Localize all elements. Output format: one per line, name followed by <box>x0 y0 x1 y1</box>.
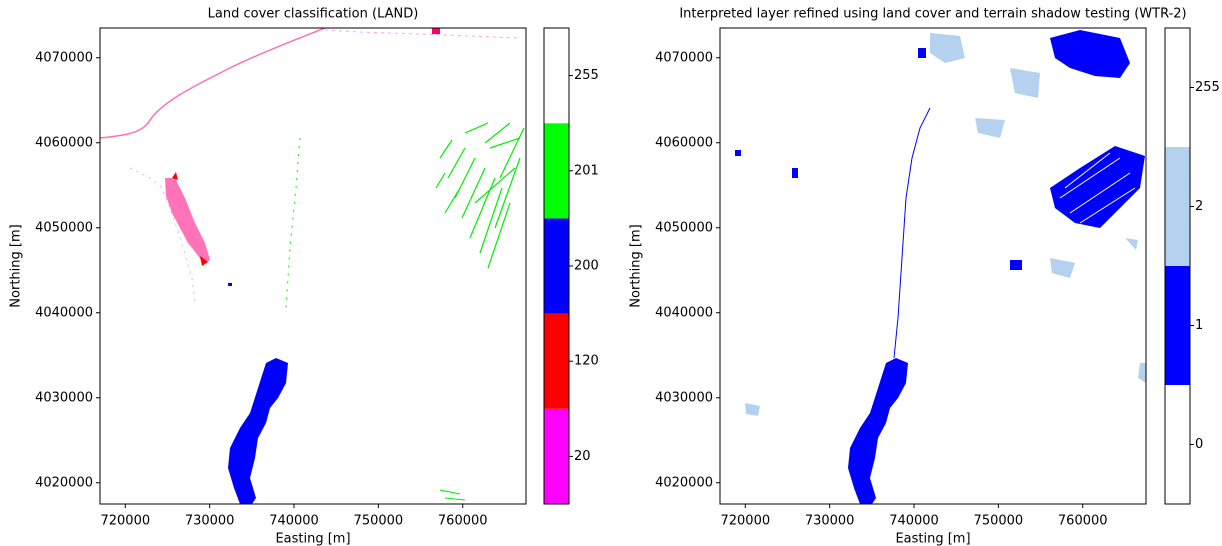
y-tick-label: 4030000 <box>35 390 93 405</box>
x-tick-label: 730000 <box>185 514 235 529</box>
y-tick-label: 4020000 <box>35 475 93 490</box>
colorbar-label: 1 <box>1195 318 1203 333</box>
x-tick-label: 740000 <box>269 514 319 529</box>
x-axis-label: Easting [m] <box>895 532 970 546</box>
colorbar-segment <box>544 218 569 314</box>
raster-land <box>99 27 525 504</box>
colorbar-segment <box>544 28 569 124</box>
y-tick-label: 4020000 <box>655 475 713 490</box>
x-tick-label: 720000 <box>720 514 770 529</box>
y-tick-label: 4050000 <box>35 220 93 235</box>
x-tick-label: 730000 <box>805 514 855 529</box>
x-tick-label: 760000 <box>1058 514 1108 529</box>
colorbar-label: 20 <box>574 449 591 464</box>
y-tick-label: 4050000 <box>655 220 713 235</box>
x-axis-label: Easting [m] <box>275 532 350 546</box>
axes-frame <box>719 27 1147 505</box>
chart-title: Interpreted layer refined using land cov… <box>679 7 1186 22</box>
colorbar-segment <box>1165 28 1190 147</box>
x-tick-label: 760000 <box>438 514 488 529</box>
colorbar-segment <box>544 408 569 504</box>
colorbar-label: 2 <box>1195 199 1203 214</box>
y-axis-label: Northing [m] <box>9 224 24 307</box>
lake <box>848 358 908 504</box>
y-tick-label: 4040000 <box>35 305 93 320</box>
colorbar-segment <box>544 313 569 409</box>
colorbar-segment <box>1165 147 1190 266</box>
x-tick-label: 720000 <box>100 514 150 529</box>
x-tick-label: 750000 <box>974 514 1024 529</box>
colorbar-segment <box>1165 266 1190 385</box>
colorbar-label: 0 <box>1195 437 1203 452</box>
y-axis-label: Northing [m] <box>629 224 644 307</box>
colorbar-segment <box>544 123 569 219</box>
colorbar-label: 120 <box>574 354 599 369</box>
colorbar-label: 200 <box>574 259 599 274</box>
colorbar-label: 255 <box>574 68 599 83</box>
colorbar-frame <box>543 27 570 505</box>
colorbar-frame <box>1164 27 1191 505</box>
chart-title: Land cover classification (LAND) <box>208 7 419 22</box>
y-tick-label: 4070000 <box>35 50 93 65</box>
x-tick-label: 740000 <box>889 514 939 529</box>
y-tick-label: 4040000 <box>655 305 713 320</box>
y-tick-label: 4030000 <box>655 390 713 405</box>
colorbar-label: 201 <box>574 163 599 178</box>
y-tick-label: 4060000 <box>35 135 93 150</box>
y-tick-label: 4060000 <box>655 135 713 150</box>
raster-wtr <box>735 30 1146 504</box>
colorbar-segment <box>1165 385 1190 504</box>
colorbar-label: 255 <box>1195 80 1220 95</box>
y-tick-label: 4070000 <box>655 50 713 65</box>
x-tick-label: 750000 <box>354 514 404 529</box>
axes-frame <box>99 27 527 505</box>
